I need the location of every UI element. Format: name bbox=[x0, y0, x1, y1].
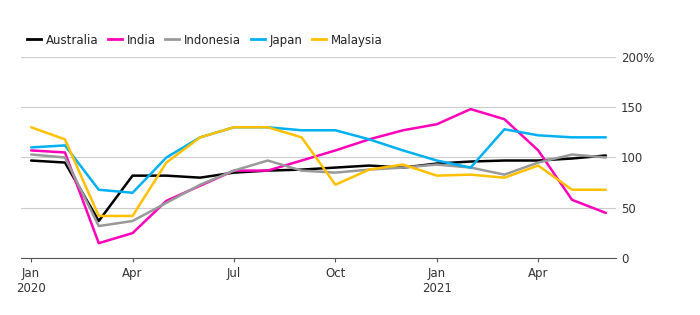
Legend: Australia, India, Indonesia, Japan, Malaysia: Australia, India, Indonesia, Japan, Mala… bbox=[27, 34, 382, 47]
